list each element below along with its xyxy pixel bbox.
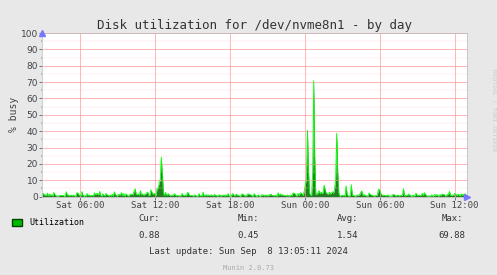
Text: Avg:: Avg: — [337, 214, 359, 223]
Text: Cur:: Cur: — [138, 214, 160, 223]
Text: Last update: Sun Sep  8 13:05:11 2024: Last update: Sun Sep 8 13:05:11 2024 — [149, 247, 348, 255]
Text: Min:: Min: — [238, 214, 259, 223]
Text: 1.54: 1.54 — [337, 231, 359, 240]
Text: Max:: Max: — [441, 214, 463, 223]
Legend: Utilization: Utilization — [9, 215, 87, 230]
Text: 0.45: 0.45 — [238, 231, 259, 240]
Text: 69.88: 69.88 — [439, 231, 466, 240]
Text: Munin 2.0.73: Munin 2.0.73 — [223, 265, 274, 271]
Title: Disk utilization for /dev/nvme8n1 - by day: Disk utilization for /dev/nvme8n1 - by d… — [97, 19, 412, 32]
Y-axis label: % busy: % busy — [9, 97, 19, 133]
Text: RRDTOOL / TOBI OETIKER: RRDTOOL / TOBI OETIKER — [491, 69, 496, 151]
Text: 0.88: 0.88 — [138, 231, 160, 240]
